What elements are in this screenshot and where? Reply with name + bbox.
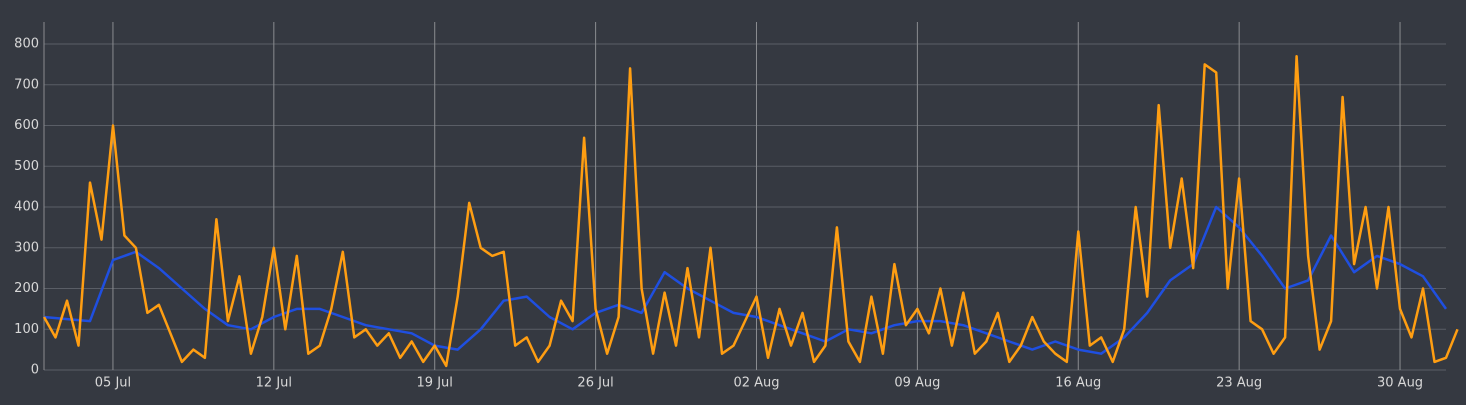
y-tick-label: 800 [14,37,39,52]
x-tick-label: 02 Aug [733,376,779,391]
y-tick-label: 600 [14,118,39,133]
y-tick-label: 0 [31,363,39,378]
x-tick-label: 16 Aug [1055,376,1101,391]
y-tick-label: 700 [14,77,39,92]
x-tick-label: 26 Jul [577,376,613,391]
x-tick-label: 05 Jul [95,376,131,391]
x-tick-label: 12 Jul [256,376,292,391]
x-tick-label: 23 Aug [1216,376,1262,391]
y-tick-label: 100 [14,322,39,337]
x-tick-label: 19 Jul [417,376,453,391]
y-tick-label: 300 [14,240,39,255]
series-line [42,54,1459,368]
y-tick-label: 400 [14,200,39,215]
series-line [43,205,1448,355]
y-tick-label: 200 [14,281,39,296]
x-tick-label: 09 Aug [894,376,940,391]
x-tick-label: 30 Aug [1377,376,1423,391]
y-tick-label: 500 [14,159,39,174]
